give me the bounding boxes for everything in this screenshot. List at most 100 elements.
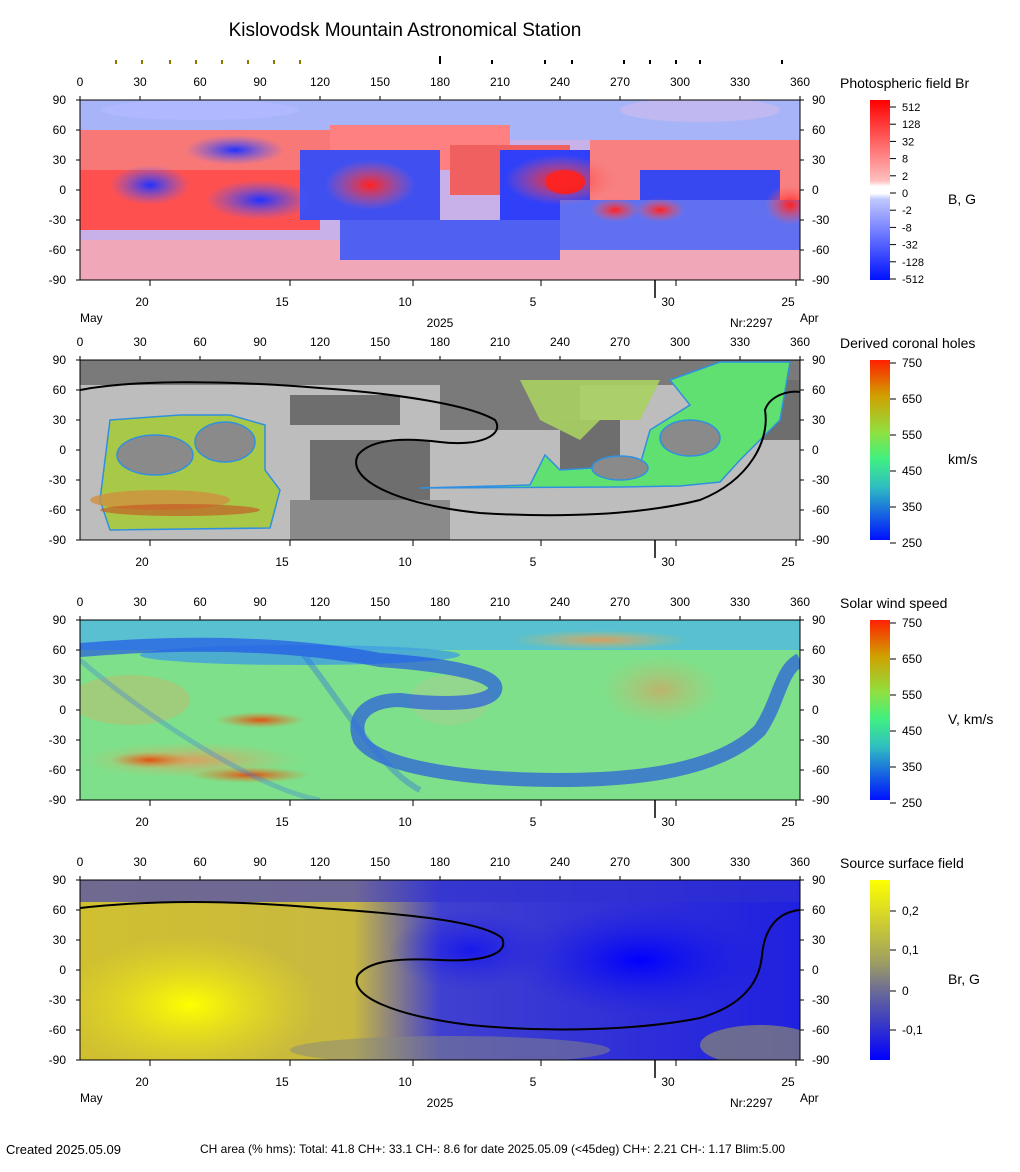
source-surface-map xyxy=(80,880,800,1060)
y-tick-label-right: -60 xyxy=(812,503,830,517)
month-right-label: Apr xyxy=(800,1091,819,1105)
panel-photospheric-field xyxy=(79,99,801,281)
date-tick-label: 25 xyxy=(781,555,795,569)
x-tick-label: 150 xyxy=(370,335,390,349)
y-tick-label-right: -90 xyxy=(812,1053,830,1067)
y-tick-label-right: 60 xyxy=(812,903,826,917)
colorbar-unit: B, G xyxy=(948,191,976,207)
y-tick-label-left: 60 xyxy=(53,903,67,917)
y-tick-label-left: 60 xyxy=(53,383,67,397)
x-tick-label: 120 xyxy=(310,855,330,869)
colorbar-label: -0,1 xyxy=(902,1023,923,1037)
x-tick-label: 300 xyxy=(670,335,690,349)
date-tick-label: 5 xyxy=(530,815,537,829)
colorbar-photospheric xyxy=(870,100,890,280)
panel-source-surface xyxy=(79,879,801,1061)
created-date: Created 2025.05.09 xyxy=(6,1142,121,1157)
colorbar-label: 2 xyxy=(902,171,908,183)
date-tick-label: 30 xyxy=(661,1075,675,1089)
carrington-label: Nr:2297 xyxy=(730,316,773,330)
y-tick-label-left: -30 xyxy=(49,473,67,487)
y-tick-label-right: 0 xyxy=(812,703,819,717)
x-tick-label: 270 xyxy=(610,335,630,349)
date-tick-label: 25 xyxy=(781,295,795,309)
x-tick-label: 0 xyxy=(77,855,84,869)
date-tick-label: 10 xyxy=(398,815,412,829)
month-right-label: Apr xyxy=(800,311,819,325)
date-tick-label: 10 xyxy=(398,295,412,309)
date-tick-label: 15 xyxy=(275,815,289,829)
y-tick-label-right: -60 xyxy=(812,1023,830,1037)
y-tick-label-right: 60 xyxy=(812,643,826,657)
x-tick-label: 0 xyxy=(77,75,84,89)
year-label: 2025 xyxy=(427,1096,454,1110)
date-tick-label: 5 xyxy=(530,1075,537,1089)
date-tick-label: 20 xyxy=(135,815,149,829)
x-tick-label: 60 xyxy=(193,75,207,89)
y-tick-label-left: -60 xyxy=(49,243,67,257)
y-tick-label-right: -30 xyxy=(812,993,830,1007)
month-left-label: May xyxy=(80,311,103,325)
colorbar-label: 250 xyxy=(902,536,922,550)
y-tick-label-right: 30 xyxy=(812,413,826,427)
date-tick-label: 15 xyxy=(275,1075,289,1089)
y-tick-label-right: 30 xyxy=(812,933,826,947)
y-tick-label-right: -60 xyxy=(812,243,830,257)
date-tick-label: 20 xyxy=(135,295,149,309)
y-tick-label-left: 60 xyxy=(53,643,67,657)
x-tick-label: 150 xyxy=(370,855,390,869)
colorbar-solar-wind xyxy=(870,620,890,800)
y-tick-label-right: 60 xyxy=(812,383,826,397)
date-tick-label: 30 xyxy=(661,815,675,829)
y-tick-label-left: 90 xyxy=(53,93,67,107)
x-tick-label: 180 xyxy=(430,335,450,349)
date-tick-label: 30 xyxy=(661,295,675,309)
x-tick-label: 240 xyxy=(550,335,570,349)
y-tick-label-left: 60 xyxy=(53,123,67,137)
y-tick-label-left: 0 xyxy=(59,443,66,457)
x-tick-label: 0 xyxy=(77,595,84,609)
y-tick-label-right: -90 xyxy=(812,533,830,547)
y-tick-label-right: -30 xyxy=(812,733,830,747)
x-tick-label: 0 xyxy=(77,335,84,349)
x-tick-label: 90 xyxy=(253,75,267,89)
x-tick-label: 180 xyxy=(430,75,450,89)
y-tick-label-left: -60 xyxy=(49,503,67,517)
colorbar-label: -2 xyxy=(902,205,912,217)
x-tick-label: 240 xyxy=(550,595,570,609)
x-tick-label: 240 xyxy=(550,75,570,89)
y-tick-label-right: -30 xyxy=(812,473,830,487)
x-tick-label: 90 xyxy=(253,855,267,869)
month-left-label: May xyxy=(80,1091,103,1105)
x-tick-label: 330 xyxy=(730,75,750,89)
x-tick-label: 300 xyxy=(670,595,690,609)
colorbar-label: 450 xyxy=(902,464,922,478)
y-tick-label-left: -90 xyxy=(49,1053,67,1067)
y-tick-label-left: -60 xyxy=(49,1023,67,1037)
colorbar-label: 750 xyxy=(902,356,922,370)
colorbar-label: 350 xyxy=(902,760,922,774)
date-tick-label: 25 xyxy=(781,1075,795,1089)
colorbar-label: 0,1 xyxy=(902,943,919,957)
colorbar-label: 650 xyxy=(902,392,922,406)
colorbar-label: 250 xyxy=(902,796,922,810)
x-tick-label: 60 xyxy=(193,855,207,869)
colorbar-label: 550 xyxy=(902,688,922,702)
y-tick-label-left: 90 xyxy=(53,873,67,887)
colorbar-label: 32 xyxy=(902,136,914,148)
x-tick-label: 210 xyxy=(490,855,510,869)
x-tick-label: 90 xyxy=(253,335,267,349)
y-tick-label-right: 30 xyxy=(812,153,826,167)
colorbar-label: -512 xyxy=(902,274,924,286)
x-tick-label: 30 xyxy=(133,855,147,869)
x-tick-label: 270 xyxy=(610,855,630,869)
y-tick-label-right: 0 xyxy=(812,183,819,197)
coronal-hole-map xyxy=(80,360,800,540)
x-tick-label: 300 xyxy=(670,855,690,869)
colorbar-label: 650 xyxy=(902,652,922,666)
colorbar-label: 512 xyxy=(902,102,920,114)
colorbar-label: 128 xyxy=(902,119,920,131)
y-tick-label-left: -90 xyxy=(49,533,67,547)
